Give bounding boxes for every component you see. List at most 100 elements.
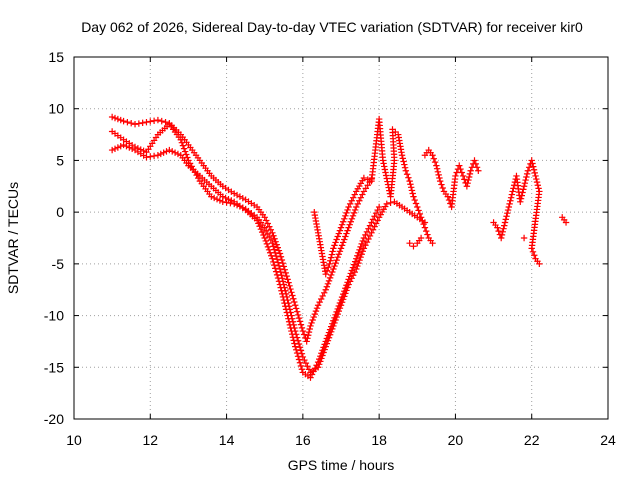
data-point: [417, 214, 425, 221]
data-point: [266, 249, 274, 256]
data-point: [166, 146, 173, 154]
data-point: [410, 193, 417, 200]
data-point: [399, 155, 406, 162]
data-point: [311, 310, 319, 318]
data-point: [359, 237, 366, 245]
data-point: [381, 163, 388, 170]
data-point: [473, 164, 481, 171]
data-point: [262, 237, 270, 245]
data-point: [353, 203, 360, 211]
data-point: [117, 143, 124, 150]
data-point: [324, 332, 332, 339]
data-point: [351, 191, 358, 198]
data-point: [269, 229, 276, 237]
data-point: [325, 264, 332, 271]
data-point: [326, 326, 334, 333]
data-point: [261, 224, 268, 231]
data-point: [507, 197, 514, 204]
data-point: [412, 200, 420, 207]
data-point: [419, 217, 426, 224]
data-point: [157, 150, 164, 158]
data-point: [327, 271, 335, 279]
data-point: [287, 324, 294, 332]
data-point: [282, 303, 289, 310]
data-point: [269, 255, 276, 262]
data-point: [213, 196, 221, 203]
data-point: [338, 221, 346, 228]
data-point: [381, 166, 389, 173]
data-point: [270, 258, 277, 266]
data-point: [292, 305, 300, 312]
data-point: [409, 190, 416, 197]
data-point: [345, 276, 352, 283]
data-point: [435, 171, 442, 179]
data-point: [304, 363, 311, 370]
data-point: [293, 349, 301, 357]
data-point: [501, 219, 509, 226]
data-point: [415, 207, 422, 214]
data-point: [124, 118, 131, 126]
data-point: [353, 265, 360, 273]
data-point: [272, 268, 280, 275]
data-point: [502, 216, 509, 223]
data-point: [276, 281, 284, 288]
data-point: [181, 148, 189, 155]
data-point: [323, 283, 331, 290]
data-point: [422, 227, 430, 235]
x-axis-label: GPS time / hours: [288, 457, 395, 473]
data-point: [382, 172, 390, 179]
data-point: [332, 311, 339, 319]
data-point: [275, 278, 283, 285]
data-point: [466, 170, 474, 178]
data-point: [281, 266, 288, 273]
data-point: [299, 353, 307, 361]
data-point: [431, 158, 439, 166]
data-point: [436, 174, 443, 182]
data-point: [374, 217, 381, 224]
data-point: [223, 199, 230, 206]
data-point: [436, 177, 444, 185]
data-point: [375, 203, 383, 211]
data-point: [263, 227, 270, 234]
data-point: [253, 217, 261, 224]
data-point: [498, 231, 506, 239]
data-point: [406, 239, 413, 247]
data-point: [174, 150, 182, 158]
data-point: [147, 153, 154, 160]
data-point: [350, 194, 357, 201]
data-point: [346, 273, 353, 280]
data-point: [362, 242, 369, 249]
data-point: [310, 313, 317, 321]
data-point: [298, 350, 306, 357]
data-point: [330, 245, 337, 252]
data-point: [336, 227, 344, 234]
data-point: [528, 245, 535, 252]
data-point: [332, 259, 339, 267]
data-point: [498, 234, 505, 242]
data-point: [517, 198, 524, 205]
data-point: [500, 225, 507, 232]
data-point: [264, 243, 272, 251]
data-point: [256, 223, 263, 230]
data-point: [521, 179, 529, 187]
data-point: [348, 197, 355, 204]
data-point: [387, 199, 394, 207]
data-point: [111, 145, 119, 152]
data-point: [327, 323, 335, 330]
data-point: [304, 335, 311, 342]
data-point: [523, 173, 530, 181]
data-point: [355, 249, 362, 256]
data-point: [286, 321, 294, 329]
data-point: [358, 240, 365, 248]
data-point: [382, 169, 389, 176]
data-point: [117, 116, 124, 124]
data-point: [274, 244, 281, 251]
data-point: [292, 302, 299, 309]
data-point: [345, 224, 352, 231]
data-point: [531, 169, 538, 177]
data-point: [281, 299, 288, 307]
chart-title: Day 062 of 2026, Sidereal Day-to-day VTE…: [81, 19, 583, 35]
data-point: [504, 209, 511, 217]
data-point: [368, 229, 375, 237]
data-point: [495, 227, 502, 235]
